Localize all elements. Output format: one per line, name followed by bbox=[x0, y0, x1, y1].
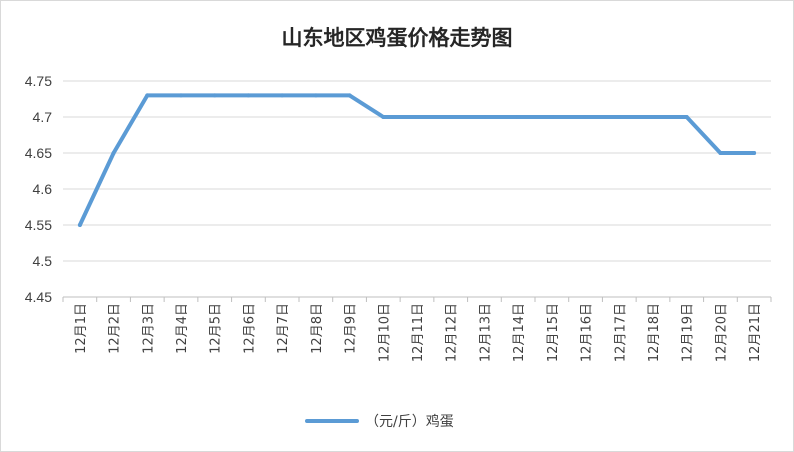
x-tick-label: 12月1日 bbox=[74, 303, 89, 354]
y-tick-label: 4.65 bbox=[25, 145, 52, 161]
x-tick-label: 12月19日 bbox=[681, 303, 696, 362]
x-tick-label: 12月9日 bbox=[344, 303, 359, 354]
x-tick-label: 12月8日 bbox=[310, 303, 325, 354]
data-point bbox=[381, 115, 386, 119]
gridlines bbox=[63, 80, 771, 262]
data-point bbox=[145, 93, 150, 98]
data-point bbox=[651, 115, 655, 119]
data-point bbox=[684, 115, 689, 119]
y-tick-label: 4.55 bbox=[25, 217, 52, 233]
x-tick-label: 12月12日 bbox=[445, 303, 460, 362]
x-axis-ticks: 12月1日 12月2日 12月3日 12月4日 12月5日 12月6日 12月7日 12月8日… bbox=[62, 297, 772, 362]
data-point bbox=[482, 115, 487, 119]
x-tick-label: 12月16日 bbox=[580, 303, 595, 362]
data-point bbox=[516, 115, 521, 119]
y-tick-label: 4.45 bbox=[25, 289, 52, 305]
y-tick-label: 4.75 bbox=[25, 73, 52, 89]
x-tick-label: 12月21日 bbox=[748, 303, 763, 362]
chart-title: 山东地区鸡蛋价格走势图 bbox=[282, 26, 513, 50]
legend[interactable]: （元/斤）鸡蛋 bbox=[305, 413, 454, 430]
data-point bbox=[718, 151, 723, 155]
data-point bbox=[617, 115, 622, 119]
x-tick-label: 12月7日 bbox=[276, 303, 291, 354]
x-tick-label: 12月3日 bbox=[141, 303, 156, 354]
data-point bbox=[752, 151, 757, 155]
x-tick-label: 12月5日 bbox=[209, 303, 224, 354]
x-tick-label: 12月14日 bbox=[512, 303, 527, 362]
data-point bbox=[347, 93, 352, 98]
x-tick-label: 12月15日 bbox=[546, 303, 561, 362]
series-lines bbox=[77, 93, 757, 227]
x-tick-label: 12月17日 bbox=[613, 303, 628, 362]
x-tick-label: 12月20日 bbox=[714, 303, 729, 362]
data-point bbox=[549, 115, 554, 119]
data-point bbox=[280, 93, 285, 98]
x-tick-label: 12月13日 bbox=[478, 303, 493, 362]
data-point bbox=[246, 93, 251, 98]
data-point bbox=[313, 93, 318, 98]
y-tick-label: 4.5 bbox=[33, 253, 53, 269]
data-point bbox=[583, 115, 588, 119]
x-tick-label: 12月10日 bbox=[377, 303, 392, 362]
x-tick-label: 12月4日 bbox=[175, 303, 190, 354]
x-tick-label: 12月2日 bbox=[108, 303, 123, 354]
x-tick-label: 12月6日 bbox=[242, 303, 257, 354]
data-point bbox=[111, 151, 116, 155]
y-axis-ticks: 4.45 4.5 4.55 4.6 4.65 4.7 4.75 bbox=[25, 73, 52, 305]
data-point bbox=[179, 93, 183, 98]
data-point bbox=[415, 115, 419, 119]
y-tick-label: 4.7 bbox=[33, 109, 53, 125]
series-line bbox=[77, 93, 757, 227]
data-point bbox=[77, 223, 82, 227]
x-tick-label: 12月18日 bbox=[647, 303, 662, 362]
data-point bbox=[212, 93, 217, 98]
y-tick-label: 4.6 bbox=[33, 181, 53, 197]
legend-label: （元/斤）鸡蛋 bbox=[365, 413, 454, 430]
x-tick-label: 12月11日 bbox=[411, 303, 426, 362]
data-point bbox=[448, 115, 453, 119]
